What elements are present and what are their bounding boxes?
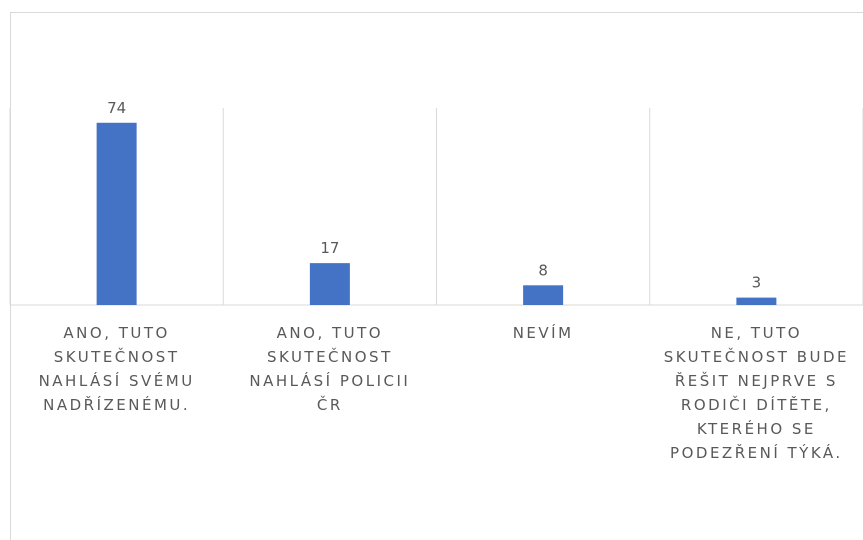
category-label-line: NE, TUTO xyxy=(711,324,802,342)
category-label-line: PODEZŘENÍ TÝKÁ. xyxy=(670,443,843,462)
x-tick-label: NEVÍM xyxy=(513,323,574,342)
category-label-line: NEVÍM xyxy=(513,323,574,342)
x-tick-label: ANO, TUTO SKUTEČNOST NAHLÁSÍ POLICII ČR xyxy=(249,324,410,414)
data-label: 8 xyxy=(538,261,548,279)
category-label-line: ČR xyxy=(317,395,343,414)
category-label-line: KTERÉHO SE xyxy=(697,419,816,438)
x-tick-label: NE, TUTO SKUTEČNOST BUDE ŘEŠIT NEJPRVE S RO… xyxy=(664,324,849,462)
bar xyxy=(96,122,137,306)
category-label-line: ŘEŠIT NEJPRVE S xyxy=(675,371,838,390)
x-tick-label: ANO, TUTO SKUTEČNOST NAHLÁSÍ SVÉMU NADŘÍZEN… xyxy=(39,324,195,414)
category-label-line: NAHLÁSÍ POLICII xyxy=(249,371,410,390)
data-label: 17 xyxy=(320,239,339,257)
category-label-line: SKUTEČNOST xyxy=(267,347,393,366)
category-label-line: ANO, TUTO xyxy=(277,324,383,342)
bar xyxy=(523,285,564,305)
category-label-line: RODIČI DÍTĚTE, xyxy=(681,395,832,414)
data-label: 74 xyxy=(107,99,126,117)
category-label-line: NADŘÍZENÉMU. xyxy=(43,395,190,414)
category-label-line: ANO, TUTO xyxy=(63,324,169,342)
bar xyxy=(309,263,350,305)
category-label-line: SKUTEČNOST BUDE xyxy=(664,347,849,366)
category-label-line: NAHLÁSÍ SVÉMU xyxy=(39,371,195,390)
category-label-line: SKUTEČNOST xyxy=(54,347,180,366)
data-label: 3 xyxy=(752,274,762,292)
bar xyxy=(736,297,777,305)
